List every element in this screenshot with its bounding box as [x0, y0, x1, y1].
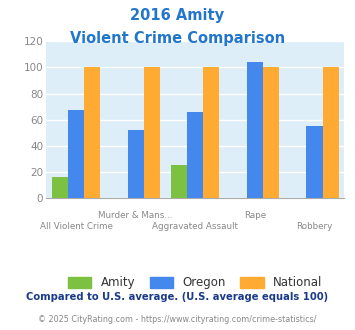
- Text: Aggravated Assault: Aggravated Assault: [152, 221, 238, 231]
- Bar: [187, 112, 203, 198]
- Text: All Violent Crime: All Violent Crime: [39, 221, 113, 231]
- Text: Robbery: Robbery: [296, 221, 333, 231]
- Text: Compared to U.S. average. (U.S. average equals 100): Compared to U.S. average. (U.S. average …: [26, 292, 329, 302]
- Bar: [144, 67, 160, 198]
- Legend: Amity, Oregon, National: Amity, Oregon, National: [64, 273, 326, 293]
- Bar: [52, 177, 68, 198]
- Bar: [127, 130, 144, 198]
- Bar: [306, 126, 323, 198]
- Bar: [84, 67, 100, 198]
- Text: 2016 Amity: 2016 Amity: [130, 8, 225, 23]
- Bar: [68, 111, 84, 198]
- Bar: [323, 67, 339, 198]
- Text: © 2025 CityRating.com - https://www.cityrating.com/crime-statistics/: © 2025 CityRating.com - https://www.city…: [38, 315, 317, 324]
- Text: Violent Crime Comparison: Violent Crime Comparison: [70, 31, 285, 46]
- Text: Rape: Rape: [244, 211, 266, 220]
- Bar: [171, 165, 187, 198]
- Bar: [203, 67, 219, 198]
- Text: Murder & Mans...: Murder & Mans...: [98, 211, 173, 220]
- Bar: [263, 67, 279, 198]
- Bar: [247, 62, 263, 198]
